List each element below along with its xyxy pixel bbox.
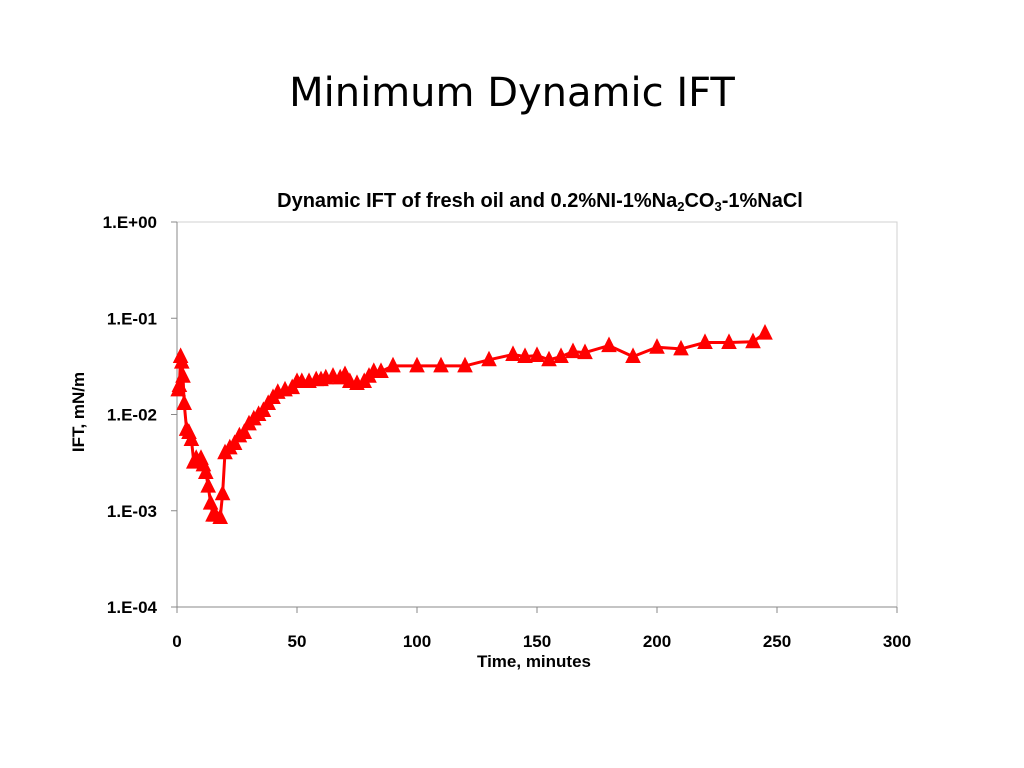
data-point-marker — [505, 345, 521, 362]
x-tick-label: 300 — [883, 632, 911, 651]
data-point-marker — [212, 508, 229, 525]
data-point-marker — [673, 339, 689, 356]
y-tick-label: 1.E+00 — [103, 213, 157, 232]
plot-area — [176, 221, 898, 608]
data-point-marker — [175, 367, 191, 383]
data-point-marker — [697, 333, 713, 349]
y-tick-label: 1.E-02 — [107, 406, 157, 425]
y-tick-label: 1.E-04 — [107, 598, 158, 617]
data-point-marker — [625, 347, 641, 364]
slide-title: Minimum Dynamic IFT — [289, 70, 735, 116]
data-point-marker — [721, 333, 737, 349]
data-point-marker — [481, 350, 497, 367]
data-point-marker — [565, 342, 581, 359]
data-point-marker — [457, 356, 473, 373]
series-line — [176, 331, 766, 519]
data-point-marker — [373, 362, 389, 378]
data-point-marker — [176, 394, 193, 411]
data-point-marker — [173, 353, 190, 369]
x-tick-label: 0 — [172, 632, 181, 651]
data-point-marker — [236, 423, 253, 440]
y-axis-label: IFT, mN/m — [69, 372, 88, 452]
data-point-marker — [517, 347, 533, 364]
data-point-marker — [745, 332, 761, 349]
chart-title: Dynamic IFT of fresh oil and 0.2%NI-1%Na… — [277, 190, 803, 214]
data-point-marker — [577, 343, 593, 360]
series-ift — [170, 324, 773, 525]
data-point-marker — [601, 336, 617, 353]
data-point-marker — [226, 434, 243, 450]
axes: 1.E+00 1.E-01 1.E-02 1.E-03 1.E-04 0 50 100 150 2… — [103, 213, 912, 651]
y-tick-label: 1.E-03 — [107, 502, 157, 521]
x-tick-label: 250 — [763, 632, 791, 651]
x-tick-label: 50 — [288, 632, 307, 651]
x-tick-label: 150 — [523, 632, 551, 651]
x-axis-label: Time, minutes — [477, 652, 591, 671]
data-point-marker — [197, 463, 214, 479]
data-point-marker — [214, 484, 231, 501]
data-point-marker — [529, 346, 545, 363]
data-point-marker — [649, 338, 665, 354]
y-tick-label: 1.E-01 — [107, 309, 157, 328]
data-point-marker — [553, 347, 569, 364]
x-tick-label: 100 — [403, 632, 431, 651]
data-point-marker — [171, 376, 188, 393]
data-point-marker — [200, 477, 217, 493]
data-point-marker — [202, 494, 219, 510]
data-point-marker — [433, 356, 449, 373]
data-point-marker — [541, 350, 557, 367]
data-point-marker — [757, 324, 773, 340]
data-point-marker — [183, 430, 200, 446]
data-point-marker — [409, 356, 425, 373]
data-point-marker — [385, 356, 401, 373]
x-tick-label: 200 — [643, 632, 671, 651]
